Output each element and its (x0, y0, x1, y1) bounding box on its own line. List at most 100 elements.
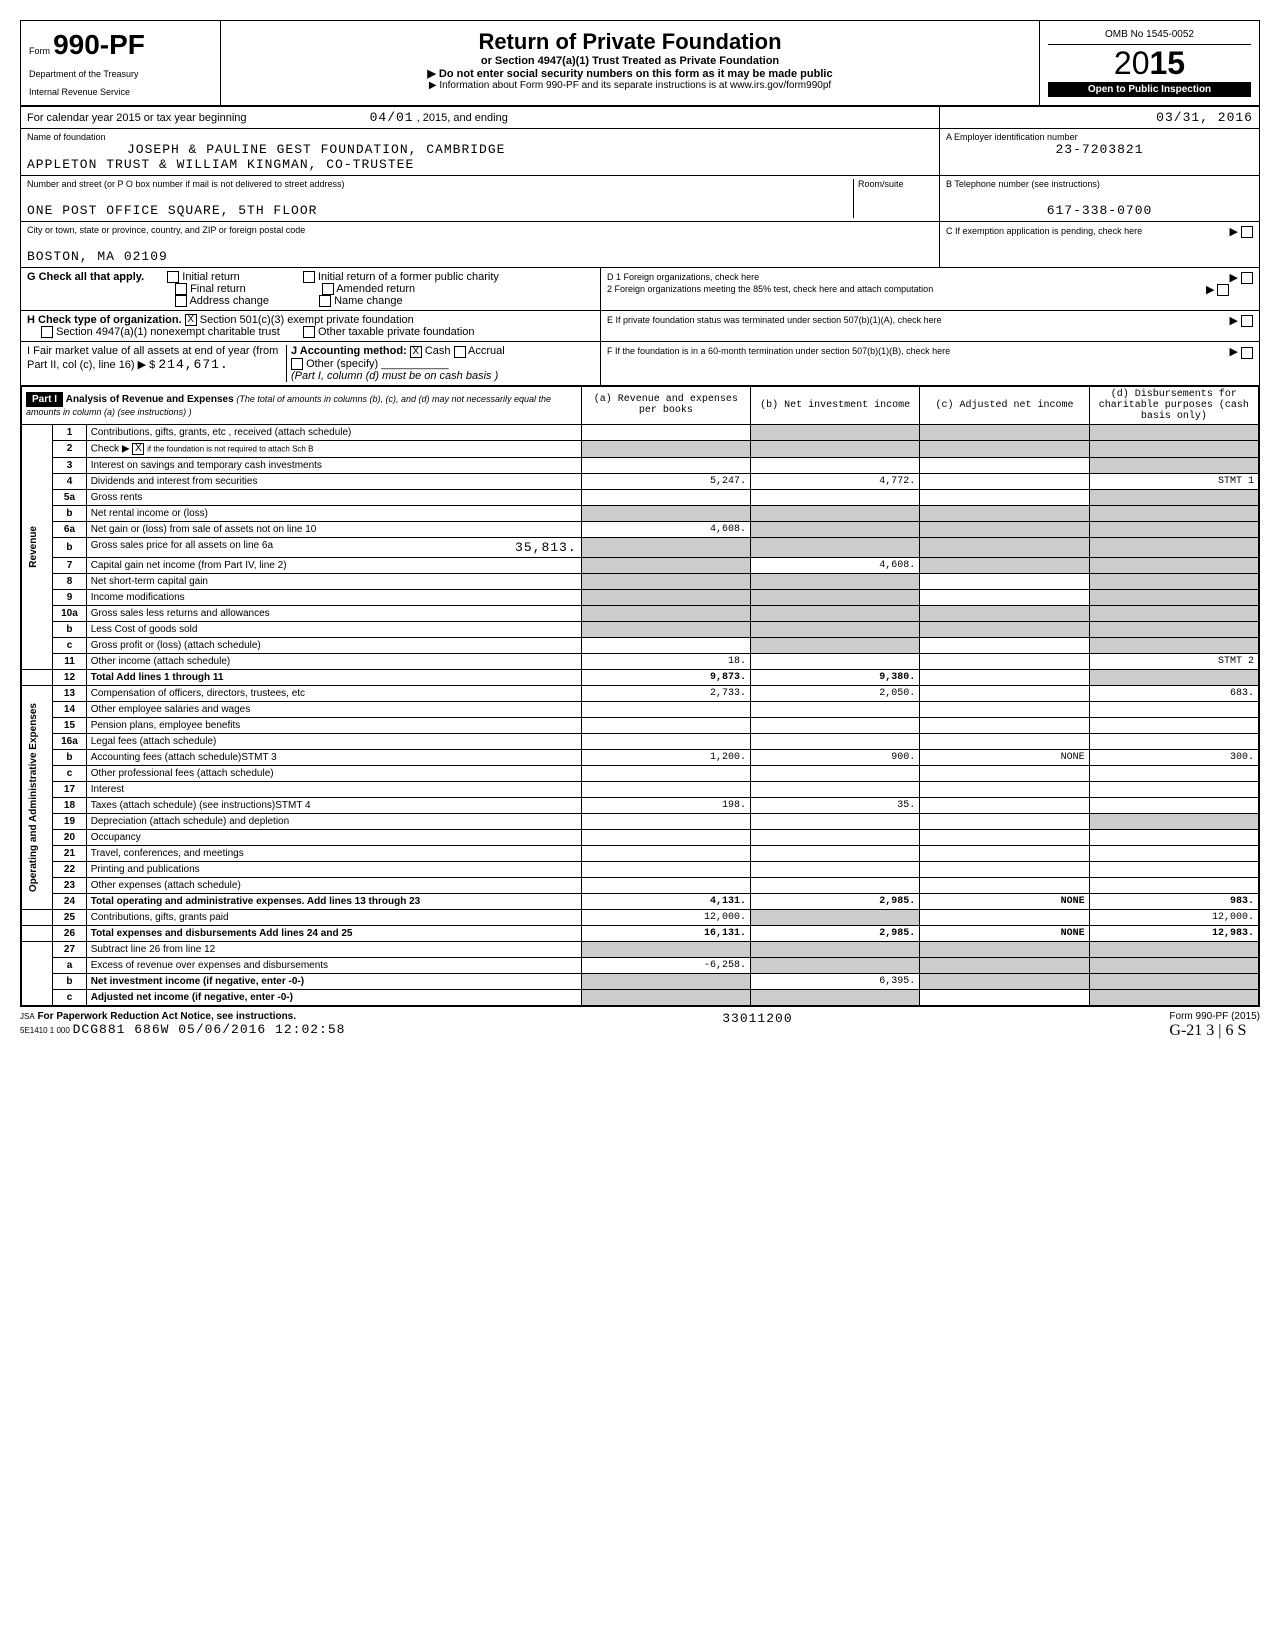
h-opt3: Other taxable private foundation (318, 326, 475, 338)
g-opt-4: Amended return (336, 283, 415, 295)
i-label: I Fair market value of all assets at end… (27, 345, 278, 371)
footer-code: 5E1410 1 000 (20, 1026, 70, 1035)
d1-checkbox[interactable] (1241, 272, 1253, 284)
line-7: 7Capital gain net income (from Part IV, … (22, 557, 1259, 573)
h3-checkbox[interactable] (303, 326, 315, 338)
title-box: Return of Private Foundation or Section … (221, 21, 1039, 105)
line-27b: bNet investment income (if negative, ent… (22, 973, 1259, 989)
g-address-checkbox[interactable] (175, 295, 187, 307)
address-label: Number and street (or P O box number if … (27, 179, 853, 189)
g-opt-0: Initial return (182, 271, 239, 283)
line-10c: cGross profit or (loss) (attach schedule… (22, 637, 1259, 653)
city-label: City or town, state or province, country… (27, 225, 933, 235)
g-initial-checkbox[interactable] (167, 271, 179, 283)
ein-box: A Employer identification number 23-7203… (939, 129, 1259, 175)
ein-label: A Employer identification number (946, 132, 1253, 142)
footer-mid: 33011200 (722, 1011, 792, 1040)
subtitle-1: or Section 4947(a)(1) Trust Treated as P… (229, 55, 1031, 67)
year-prefix: 20 (1114, 45, 1150, 81)
phone-label: B Telephone number (see instructions) (946, 179, 1253, 189)
year-box: OMB No 1545-0052 2015 Open to Public Ins… (1039, 21, 1259, 105)
g-former-checkbox[interactable] (303, 271, 315, 283)
f-checkbox[interactable] (1241, 347, 1253, 359)
h-opt1: Section 501(c)(3) exempt private foundat… (200, 314, 414, 326)
subtitle-2: ▶ Do not enter social security numbers o… (229, 67, 1031, 80)
name-ein-row: Name of foundation JOSEPH & PAULINE GEST… (21, 129, 1259, 176)
line-6a: 6aNet gain or (loss) from sale of assets… (22, 521, 1259, 537)
g-amended-checkbox[interactable] (322, 283, 334, 295)
foundation-name2: APPLETON TRUST & WILLIAM KINGMAN, CO-TRU… (27, 157, 933, 172)
section-h-e: H Check type of organization. X Section … (21, 311, 1259, 342)
line-4: 4Dividends and interest from securities5… (22, 473, 1259, 489)
e-checkbox[interactable] (1241, 315, 1253, 327)
j-cash-checkbox[interactable]: X (410, 346, 422, 358)
address-box: Number and street (or P O box number if … (21, 176, 939, 221)
foundation-name: JOSEPH & PAULINE GEST FOUNDATION, CAMBRI… (27, 142, 933, 157)
d2-label: 2 Foreign organizations meeting the 85% … (607, 284, 933, 294)
j-accrual-checkbox[interactable] (454, 346, 466, 358)
revenue-label: Revenue (26, 522, 41, 572)
footer-form: Form 990-PF (2015) (1169, 1011, 1260, 1022)
section-g-d: G Check all that apply. Initial return I… (21, 268, 1259, 311)
h1-checkbox[interactable]: X (185, 314, 197, 326)
line-19: 19Depreciation (attach schedule) and dep… (22, 813, 1259, 829)
line-27a: aExcess of revenue over expenses and dis… (22, 957, 1259, 973)
form-label: Form (29, 46, 50, 56)
line-17: 17Interest (22, 781, 1259, 797)
address-phone-row: Number and street (or P O box number if … (21, 176, 1259, 222)
col-c-header: (c) Adjusted net income (920, 386, 1089, 424)
name-box: Name of foundation JOSEPH & PAULINE GEST… (21, 129, 939, 175)
g-opt-3: Initial return of a former public charit… (318, 271, 499, 283)
line-9: 9Income modifications (22, 589, 1259, 605)
line-21: 21Travel, conferences, and meetings (22, 845, 1259, 861)
c-checkbox[interactable] (1241, 226, 1253, 238)
g-opt-5: Name change (334, 295, 403, 307)
d2-checkbox[interactable] (1217, 284, 1229, 296)
line-6b: bGross sales price for all assets on lin… (22, 537, 1259, 557)
g-namechange-checkbox[interactable] (319, 295, 331, 307)
h-label: H Check type of organization. (27, 314, 182, 326)
phone-value: 617-338-0700 (946, 203, 1253, 218)
footer-row: JSA For Paperwork Reduction Act Notice, … (20, 1007, 1260, 1044)
calendar-begin: 04/01 (370, 110, 414, 125)
col-a-header: (a) Revenue and expenses per books (581, 386, 750, 424)
line-27c: cAdjusted net income (if negative, enter… (22, 989, 1259, 1005)
line-12: 12Total Add lines 1 through 119,873.9,38… (22, 669, 1259, 685)
h2-checkbox[interactable] (41, 326, 53, 338)
city-box: City or town, state or province, country… (21, 222, 939, 267)
line-26: 26Total expenses and disbursements Add l… (22, 925, 1259, 941)
g-opt-2: Address change (189, 295, 269, 307)
line-27: 27Subtract line 26 from line 12 (22, 941, 1259, 957)
ein-value: 23-7203821 (946, 142, 1253, 157)
j-other-checkbox[interactable] (291, 358, 303, 370)
line-3: 3Interest on savings and temporary cash … (22, 457, 1259, 473)
main-title: Return of Private Foundation (229, 29, 1031, 55)
form-number-box: Form 990-PF Department of the Treasury I… (21, 21, 221, 105)
line-1: Revenue 1Contributions, gifts, grants, e… (22, 424, 1259, 440)
j-note: (Part I, column (d) must be on cash basi… (291, 370, 498, 382)
line-16a: 16aLegal fees (attach schedule) (22, 733, 1259, 749)
part1-label: Part I (26, 392, 63, 407)
name-label: Name of foundation (27, 132, 933, 142)
phone-box: B Telephone number (see instructions) 61… (939, 176, 1259, 221)
section-g: G Check all that apply. Initial return I… (21, 268, 601, 310)
line2-checkbox[interactable]: X (132, 443, 144, 455)
address-value: ONE POST OFFICE SQUARE, 5TH FLOOR (27, 203, 853, 218)
line-25: 25Contributions, gifts, grants paid12,00… (22, 909, 1259, 925)
section-i-f: I Fair market value of all assets at end… (21, 342, 1259, 385)
e-label: E If private foundation status was termi… (607, 315, 942, 325)
calendar-left: For calendar year 2015 or tax year begin… (21, 107, 939, 128)
line-13: Operating and Administrative Expenses 13… (22, 685, 1259, 701)
g-final-checkbox[interactable] (175, 283, 187, 295)
room-label: Room/suite (858, 179, 933, 189)
g-opt-1: Final return (190, 283, 246, 295)
form-990pf-container: Form 990-PF Department of the Treasury I… (20, 20, 1260, 1007)
j-other: Other (specify) (306, 358, 378, 370)
line-5a: 5aGross rents (22, 489, 1259, 505)
c-label: C If exemption application is pending, c… (946, 226, 1142, 236)
line-5b: bNet rental income or (loss) (22, 505, 1259, 521)
part1-table: Part I Analysis of Revenue and Expenses … (21, 386, 1259, 1006)
box-d: D 1 Foreign organizations, check here ▶ … (601, 268, 1259, 310)
line-23: 23Other expenses (attach schedule) (22, 877, 1259, 893)
box-e: E If private foundation status was termi… (601, 311, 1259, 341)
